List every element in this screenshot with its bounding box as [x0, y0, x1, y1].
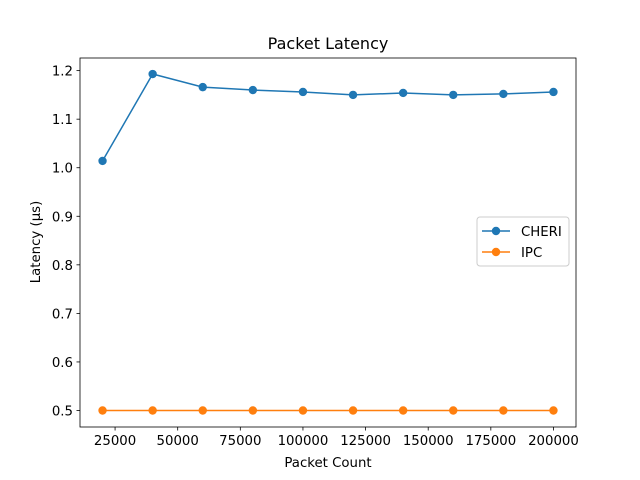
x-tick-label: 175000: [465, 434, 516, 449]
legend-label-cheri: CHERI: [521, 225, 562, 240]
legend-label-ipc: IPC: [521, 246, 542, 261]
legend: CHERI IPC: [476, 216, 570, 267]
x-tick-label: 100000: [278, 434, 329, 449]
series-layer: [98, 69, 558, 415]
series-cheri: [98, 69, 558, 166]
data-point-cheri: [148, 69, 157, 79]
data-point-ipc: [348, 406, 358, 415]
y-tick-label: 1.2: [52, 65, 73, 80]
x-tick-label: 125000: [340, 434, 391, 449]
data-point-ipc: [298, 406, 308, 415]
y-tick-label: 0.5: [52, 404, 73, 419]
data-point-ipc: [499, 406, 508, 415]
x-axis-title: Packet Count: [284, 456, 371, 471]
series-line-cheri: [101, 73, 554, 162]
data-point-cheri: [248, 85, 258, 95]
data-point-ipc: [148, 406, 157, 415]
data-point-cheri: [499, 89, 508, 99]
y-tick-label: 1.0: [52, 162, 73, 177]
data-point-ipc: [549, 406, 558, 415]
y-tick-label: 0.9: [52, 210, 73, 225]
data-point-ipc: [449, 406, 458, 415]
y-tick-label: 1.1: [52, 113, 73, 128]
chart-title: Packet Latency: [268, 34, 389, 53]
y-axis-title: Latency (µs): [29, 201, 44, 284]
legend-frame: [476, 216, 570, 267]
x-tick-label: 150000: [403, 434, 454, 449]
data-point-cheri: [449, 90, 458, 100]
x-tick-label: 50000: [157, 434, 199, 449]
data-point-cheri: [298, 87, 308, 97]
y-tick-label: 0.8: [52, 259, 73, 274]
data-point-ipc: [198, 406, 207, 415]
data-point-cheri: [549, 87, 558, 97]
y-tick-label: 0.7: [52, 307, 73, 322]
x-tick-label: 75000: [219, 434, 261, 449]
legend-marker-cheri: [491, 226, 501, 236]
data-point-ipc: [248, 406, 258, 415]
legend-marker-ipc: [491, 247, 501, 257]
data-point-cheri: [398, 88, 408, 98]
x-tick-label: 25000: [94, 434, 136, 449]
data-point-ipc: [98, 406, 107, 415]
series-ipc: [98, 406, 558, 415]
plot-frame: [79, 57, 577, 428]
data-point-cheri: [348, 90, 358, 100]
data-point-ipc: [398, 406, 408, 415]
data-point-cheri: [98, 156, 107, 166]
x-tick-label: 200000: [528, 434, 579, 449]
data-point-cheri: [198, 82, 207, 92]
y-axis: 0.5 0.6 0.7 0.8 0.9 1.0 1.1 1.2: [52, 65, 80, 419]
x-axis: 25000 50000 75000 100000 125000 150000 175000 2…: [94, 427, 579, 449]
y-tick-label: 0.6: [52, 356, 73, 371]
